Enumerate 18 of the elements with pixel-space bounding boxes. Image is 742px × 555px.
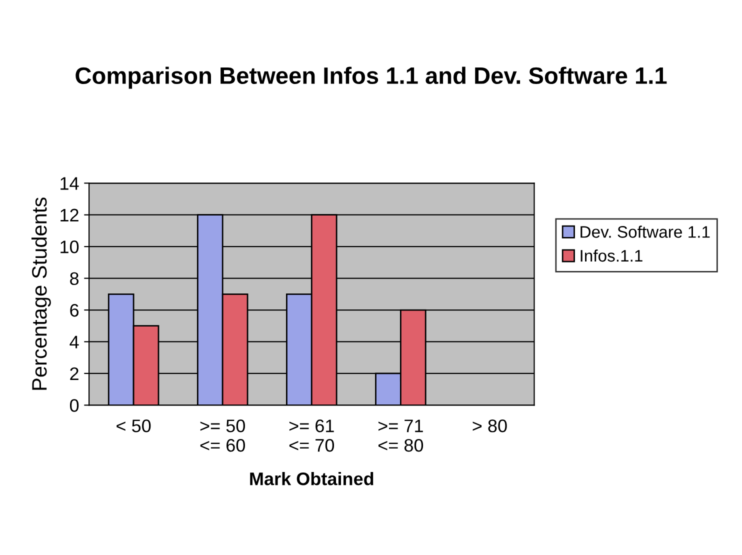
y-tick-label: 2 — [70, 367, 78, 380]
y-tick-label: 8 — [70, 272, 79, 286]
x-axis-title: Mark Obtained — [250, 472, 374, 486]
y-axis-title: Percentage Students — [31, 198, 51, 390]
x-tick-label: >= 61 <= 70 — [289, 420, 334, 452]
y-tick-label: 14 — [60, 177, 79, 190]
x-tick-label: >= 50 <= 60 — [200, 420, 245, 452]
x-tick-label: < 50 — [116, 420, 151, 432]
legend-label: Infos.1.1 — [580, 249, 642, 262]
y-tick-label: 0 — [70, 399, 79, 412]
y-tick-label: 10 — [60, 240, 79, 254]
y-tick-label: 12 — [60, 208, 78, 222]
x-tick-label: >= 71 <= 80 — [378, 420, 424, 452]
y-tick-label: 6 — [70, 304, 79, 317]
legend-label: Dev. Software 1.1 — [580, 226, 710, 238]
chart-title: Comparison Between Infos 1.1 and Dev. Software 1.1 — [76, 66, 667, 89]
y-tick-label: 4 — [70, 336, 79, 348]
x-tick-label: > 80 — [472, 420, 507, 432]
